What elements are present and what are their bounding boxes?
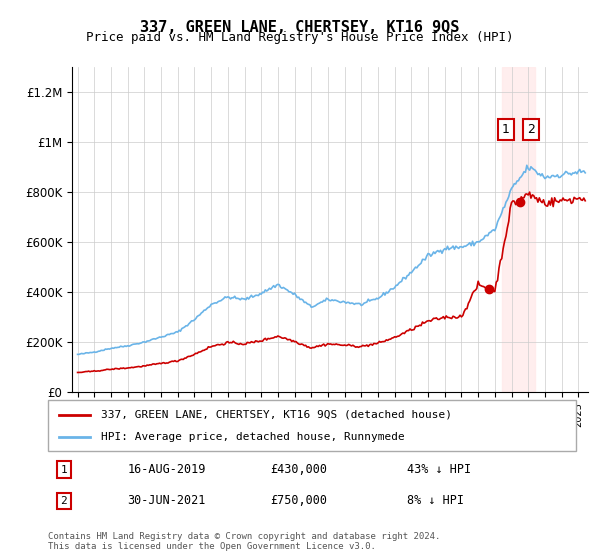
Text: 30-JUN-2021: 30-JUN-2021 xyxy=(127,494,206,507)
Text: 2: 2 xyxy=(61,496,67,506)
Text: 1: 1 xyxy=(61,465,67,475)
Bar xyxy=(502,67,535,392)
Text: Price paid vs. HM Land Registry's House Price Index (HPI): Price paid vs. HM Land Registry's House … xyxy=(86,31,514,44)
Text: 2: 2 xyxy=(527,123,535,136)
Text: 337, GREEN LANE, CHERTSEY, KT16 9QS: 337, GREEN LANE, CHERTSEY, KT16 9QS xyxy=(140,20,460,35)
Text: Contains HM Land Registry data © Crown copyright and database right 2024.
This d: Contains HM Land Registry data © Crown c… xyxy=(48,532,440,552)
FancyBboxPatch shape xyxy=(48,400,576,451)
Text: 8% ↓ HPI: 8% ↓ HPI xyxy=(407,494,464,507)
Text: 1: 1 xyxy=(502,123,510,136)
Text: £430,000: £430,000 xyxy=(270,463,327,476)
Text: HPI: Average price, detached house, Runnymede: HPI: Average price, detached house, Runn… xyxy=(101,432,404,442)
Text: £750,000: £750,000 xyxy=(270,494,327,507)
Text: 43% ↓ HPI: 43% ↓ HPI xyxy=(407,463,471,476)
Text: 16-AUG-2019: 16-AUG-2019 xyxy=(127,463,206,476)
Text: 337, GREEN LANE, CHERTSEY, KT16 9QS (detached house): 337, GREEN LANE, CHERTSEY, KT16 9QS (det… xyxy=(101,409,452,419)
